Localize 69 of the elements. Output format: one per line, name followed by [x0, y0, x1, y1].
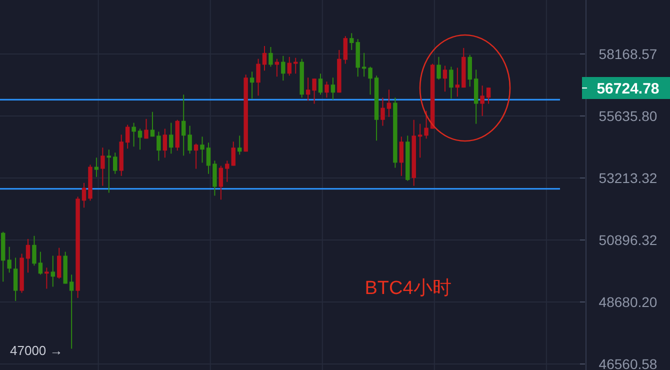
candlestick: [125, 124, 130, 150]
candlestick: [250, 71, 254, 100]
candlestick: [181, 94, 186, 156]
candlestick: [144, 118, 148, 140]
candlestick: [455, 67, 460, 98]
candlestick: [94, 157, 99, 178]
candlestick: [330, 77, 336, 100]
annotation: 47000 →: [10, 343, 63, 358]
candlestick: [436, 56, 441, 80]
candlestick: [150, 111, 155, 138]
candlestick: [324, 81, 329, 98]
candlestick: [44, 267, 49, 290]
candlestick: [418, 123, 422, 158]
candlestick: [218, 165, 224, 200]
text: BTC4小时: [364, 278, 452, 299]
candlestick: [188, 125, 192, 154]
candlestick: [237, 135, 242, 156]
y-tick-label: 53213.32: [598, 170, 658, 186]
candlestick: [113, 152, 118, 174]
candlestick: [13, 257, 18, 302]
candlestick: [468, 54, 472, 88]
candlestick: [7, 246, 12, 274]
y-tick-label: 55635.80: [598, 108, 658, 124]
candlestick: [480, 85, 484, 116]
candlestick: [26, 238, 30, 274]
candlestick: [231, 141, 236, 166]
candlestick: [38, 251, 43, 276]
candlestick: [262, 45, 267, 72]
candlestick: [69, 274, 74, 350]
candlestick: [350, 32, 354, 50]
candlestick: [312, 78, 316, 104]
candlestick: [343, 36, 348, 64]
candlestick: [212, 160, 217, 196]
candlestick: [362, 52, 366, 78]
candlestick: [206, 142, 211, 174]
candlestick: [200, 136, 204, 164]
candlestick: [82, 182, 86, 208]
candlestick: [306, 77, 310, 102]
candlestick: [424, 110, 428, 140]
candlestick: [57, 247, 62, 280]
candlestick: [106, 149, 112, 194]
text: 56724.78: [596, 80, 660, 98]
candlestick: [138, 128, 142, 150]
candlestick: [287, 56, 292, 76]
candlestick: [386, 89, 392, 118]
candlestick: [318, 73, 323, 96]
candlestick: [132, 122, 136, 148]
candlestick: [162, 128, 168, 158]
candlestick: [256, 58, 260, 96]
candlestick: [194, 143, 198, 170]
candlestick: [281, 55, 286, 82]
candlestick: [399, 136, 404, 176]
candlestick: [268, 46, 273, 68]
candlestick: [368, 66, 372, 96]
candlestick: [225, 160, 230, 182]
candlestick: [449, 66, 454, 100]
candlestick: [32, 235, 36, 266]
y-tick-label: 48680.20: [598, 294, 658, 310]
candlestick: [486, 87, 491, 104]
candlestick: [169, 122, 174, 154]
candlestick: [293, 57, 298, 74]
candlestick: [100, 147, 105, 186]
candlestick: [156, 131, 161, 162]
y-tick-label: 46560.58: [598, 356, 658, 370]
candlestick: [380, 97, 385, 126]
y-tick-label: 58168.57: [598, 46, 658, 62]
candlestick: [50, 255, 56, 288]
candlestick: [442, 65, 448, 92]
y-tick-label: 50896.32: [598, 232, 658, 248]
